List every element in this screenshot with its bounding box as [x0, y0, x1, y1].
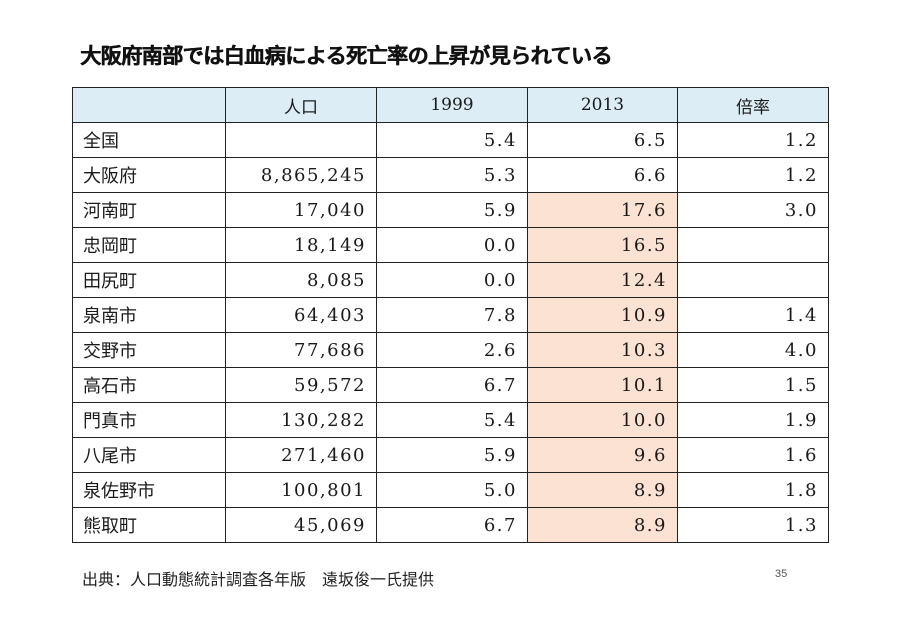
cell-region: 泉南市 — [72, 297, 226, 333]
cell-population: 59,572 — [225, 367, 377, 403]
cell-population: 8,865,245 — [225, 157, 377, 193]
table-row: 交野市 77,686 2.6 10.3 4.0 — [72, 332, 829, 368]
cell-2013: 17.6 — [527, 192, 678, 228]
cell-2013: 10.1 — [527, 367, 678, 403]
cell-2013: 10.0 — [527, 402, 678, 438]
cell-region: 高石市 — [72, 367, 226, 403]
cell-ratio: 1.4 — [677, 297, 829, 333]
cell-population: 8,085 — [225, 262, 377, 298]
cell-1999: 5.9 — [376, 192, 528, 228]
table-row: 八尾市 271,460 5.9 9.6 1.6 — [72, 437, 829, 473]
cell-region: 八尾市 — [72, 437, 226, 473]
cell-ratio: 1.2 — [677, 122, 829, 158]
table-row: 高石市 59,572 6.7 10.1 1.5 — [72, 367, 829, 403]
cell-population: 17,040 — [225, 192, 377, 228]
cell-population: 64,403 — [225, 297, 377, 333]
table-row: 大阪府 8,865,245 5.3 6.6 1.2 — [72, 157, 829, 193]
header-ratio: 倍率 — [677, 87, 829, 123]
cell-region: 門真市 — [72, 402, 226, 438]
cell-2013: 16.5 — [527, 227, 678, 263]
cell-region: 全国 — [72, 122, 226, 158]
cell-ratio — [677, 262, 829, 298]
table-row: 忠岡町 18,149 0.0 16.5 — [72, 227, 829, 263]
cell-1999: 5.4 — [376, 402, 528, 438]
cell-2013: 10.3 — [527, 332, 678, 368]
cell-1999: 5.3 — [376, 157, 528, 193]
table-row: 熊取町 45,069 6.7 8.9 1.3 — [72, 507, 829, 543]
cell-region: 泉佐野市 — [72, 472, 226, 508]
cell-ratio: 4.0 — [677, 332, 829, 368]
cell-1999: 7.8 — [376, 297, 528, 333]
header-2013: 2013 — [527, 87, 678, 123]
cell-region: 交野市 — [72, 332, 226, 368]
source-note: 出典：人口動態統計調査各年版 遠坂俊一氏提供 — [82, 570, 435, 589]
table-row: 田尻町 8,085 0.0 12.4 — [72, 262, 829, 298]
cell-ratio: 3.0 — [677, 192, 829, 228]
cell-population: 271,460 — [225, 437, 377, 473]
cell-2013: 9.6 — [527, 437, 678, 473]
cell-ratio: 1.3 — [677, 507, 829, 543]
cell-2013: 12.4 — [527, 262, 678, 298]
cell-ratio: 1.5 — [677, 367, 829, 403]
cell-population: 100,801 — [225, 472, 377, 508]
cell-ratio — [677, 227, 829, 263]
cell-population — [225, 122, 377, 158]
cell-2013: 6.5 — [527, 122, 678, 158]
cell-ratio: 1.2 — [677, 157, 829, 193]
cell-population: 45,069 — [225, 507, 377, 543]
cell-population: 77,686 — [225, 332, 377, 368]
cell-1999: 6.7 — [376, 507, 528, 543]
cell-region: 田尻町 — [72, 262, 226, 298]
header-population: 人口 — [225, 87, 377, 123]
cell-1999: 0.0 — [376, 227, 528, 263]
table-row: 門真市 130,282 5.4 10.0 1.9 — [72, 402, 829, 438]
cell-1999: 2.6 — [376, 332, 528, 368]
cell-population: 18,149 — [225, 227, 377, 263]
cell-region: 忠岡町 — [72, 227, 226, 263]
header-region — [72, 87, 226, 123]
cell-1999: 5.4 — [376, 122, 528, 158]
cell-2013: 8.9 — [527, 507, 678, 543]
table-row: 泉南市 64,403 7.8 10.9 1.4 — [72, 297, 829, 333]
page-number: 35 — [775, 568, 788, 580]
page-title: 大阪府南部では白血病による死亡率の上昇が見られている — [80, 44, 612, 68]
header-1999: 1999 — [376, 87, 528, 123]
cell-region: 熊取町 — [72, 507, 226, 543]
table-header-row: 人口 1999 2013 倍率 — [72, 87, 829, 123]
table-row: 河南町 17,040 5.9 17.6 3.0 — [72, 192, 829, 228]
cell-region: 河南町 — [72, 192, 226, 228]
cell-1999: 5.0 — [376, 472, 528, 508]
cell-population: 130,282 — [225, 402, 377, 438]
cell-1999: 6.7 — [376, 367, 528, 403]
cell-2013: 10.9 — [527, 297, 678, 333]
cell-1999: 5.9 — [376, 437, 528, 473]
cell-ratio: 1.9 — [677, 402, 829, 438]
cell-ratio: 1.8 — [677, 472, 829, 508]
cell-2013: 6.6 — [527, 157, 678, 193]
cell-region: 大阪府 — [72, 157, 226, 193]
cell-ratio: 1.6 — [677, 437, 829, 473]
leukemia-mortality-table: 人口 1999 2013 倍率 全国 5.4 6.5 1.2 大阪府 8,865,245 5… — [72, 87, 829, 543]
cell-1999: 0.0 — [376, 262, 528, 298]
table-row: 全国 5.4 6.5 1.2 — [72, 122, 829, 158]
cell-2013: 8.9 — [527, 472, 678, 508]
table-row: 泉佐野市 100,801 5.0 8.9 1.8 — [72, 472, 829, 508]
